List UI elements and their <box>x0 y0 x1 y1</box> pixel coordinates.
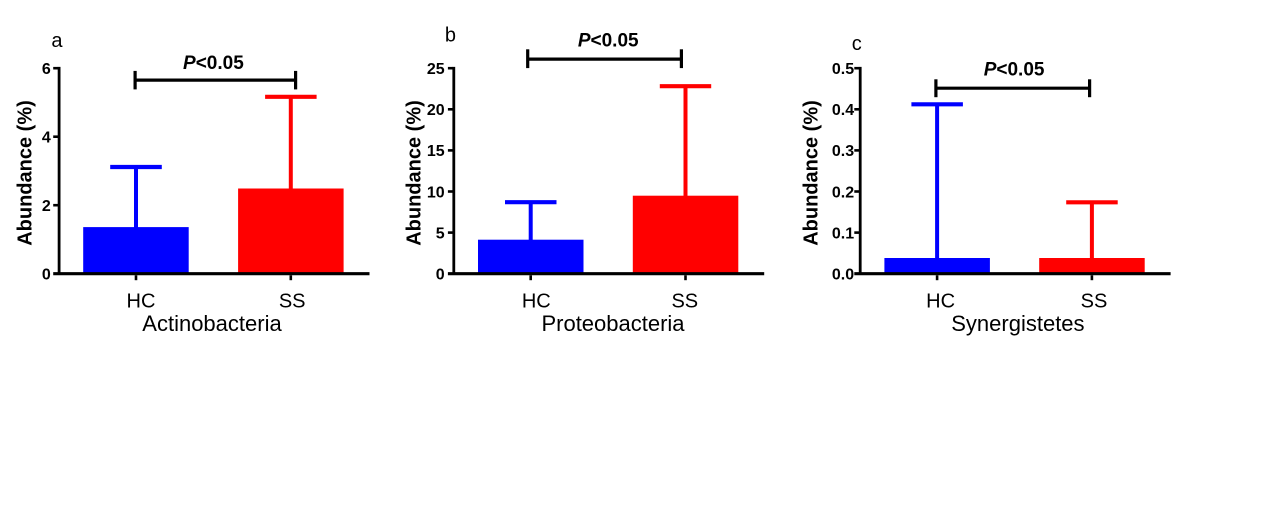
svg-text:P<0.05: P<0.05 <box>984 60 1045 81</box>
svg-text:P<0.05: P<0.05 <box>183 53 244 74</box>
svg-text:SS: SS <box>279 291 306 313</box>
svg-text:20: 20 <box>427 102 445 119</box>
svg-text:Abundance (%): Abundance (%) <box>800 100 822 246</box>
svg-text:25: 25 <box>427 61 445 78</box>
svg-text:0.2: 0.2 <box>832 184 854 201</box>
svg-text:HC: HC <box>522 291 551 313</box>
svg-text:0.1: 0.1 <box>832 225 854 242</box>
svg-text:P<0.05: P<0.05 <box>578 31 639 52</box>
svg-text:0: 0 <box>436 267 445 284</box>
svg-text:Proteobacteria: Proteobacteria <box>541 311 685 336</box>
svg-text:HC: HC <box>926 291 955 313</box>
svg-text:15: 15 <box>427 143 445 160</box>
svg-text:a: a <box>51 30 63 52</box>
svg-text:10: 10 <box>427 184 445 201</box>
svg-text:0.4: 0.4 <box>832 102 854 119</box>
svg-text:HC: HC <box>127 291 156 313</box>
svg-text:0.0: 0.0 <box>832 267 854 284</box>
svg-text:2: 2 <box>42 198 51 215</box>
svg-text:Actinobacteria: Actinobacteria <box>142 311 282 336</box>
svg-text:5: 5 <box>436 225 445 242</box>
svg-text:0.5: 0.5 <box>832 61 854 78</box>
svg-text:Abundance (%): Abundance (%) <box>404 100 426 246</box>
svg-text:b: b <box>445 25 456 47</box>
svg-text:0: 0 <box>42 267 51 284</box>
svg-text:SS: SS <box>1081 291 1108 313</box>
svg-text:4: 4 <box>42 130 51 147</box>
svg-text:Synergistetes: Synergistetes <box>951 311 1084 336</box>
svg-text:6: 6 <box>42 61 51 78</box>
svg-text:c: c <box>852 33 862 55</box>
svg-text:SS: SS <box>671 291 698 313</box>
svg-text:0.3: 0.3 <box>832 143 854 160</box>
svg-text:Abundance (%): Abundance (%) <box>15 100 37 246</box>
